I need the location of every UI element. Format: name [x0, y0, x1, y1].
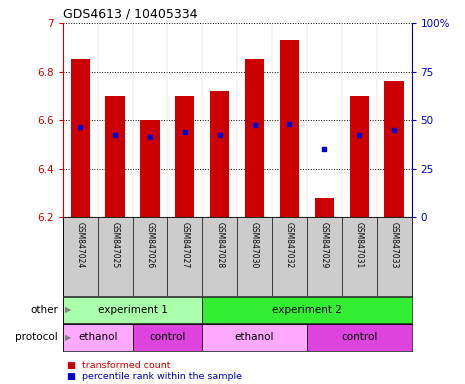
- Bar: [202, 324, 307, 351]
- Text: GSM847033: GSM847033: [390, 222, 399, 268]
- Text: GSM847024: GSM847024: [76, 222, 85, 268]
- Text: GSM847028: GSM847028: [215, 222, 224, 268]
- Bar: [280, 40, 299, 217]
- Bar: [140, 120, 159, 217]
- Bar: [210, 91, 229, 217]
- Bar: [202, 296, 412, 323]
- Bar: [385, 81, 404, 217]
- Text: ■  transformed count: ■ transformed count: [67, 361, 171, 370]
- Text: ▶: ▶: [65, 305, 72, 314]
- Text: GSM847032: GSM847032: [285, 222, 294, 268]
- Bar: [350, 96, 369, 217]
- Text: ethanol: ethanol: [78, 333, 117, 343]
- Bar: [175, 96, 194, 217]
- Bar: [106, 96, 125, 217]
- Text: GSM847027: GSM847027: [180, 222, 189, 268]
- Bar: [307, 324, 412, 351]
- Text: ethanol: ethanol: [235, 333, 274, 343]
- Text: GDS4613 / 10405334: GDS4613 / 10405334: [63, 8, 197, 20]
- Bar: [245, 60, 264, 217]
- Text: protocol: protocol: [15, 333, 58, 343]
- Text: GSM847025: GSM847025: [111, 222, 120, 268]
- Text: other: other: [30, 305, 58, 315]
- Text: ■  percentile rank within the sample: ■ percentile rank within the sample: [67, 372, 242, 381]
- Text: GSM847030: GSM847030: [250, 222, 259, 268]
- Bar: [315, 198, 334, 217]
- Bar: [63, 296, 202, 323]
- Text: GSM847031: GSM847031: [355, 222, 364, 268]
- Text: GSM847026: GSM847026: [146, 222, 154, 268]
- Text: GSM847029: GSM847029: [320, 222, 329, 268]
- Text: control: control: [341, 333, 378, 343]
- Bar: [71, 60, 90, 217]
- Bar: [63, 324, 133, 351]
- Text: experiment 1: experiment 1: [98, 305, 167, 315]
- Text: control: control: [149, 333, 186, 343]
- Text: experiment 2: experiment 2: [272, 305, 342, 315]
- Text: ▶: ▶: [65, 333, 72, 342]
- Bar: [133, 324, 202, 351]
